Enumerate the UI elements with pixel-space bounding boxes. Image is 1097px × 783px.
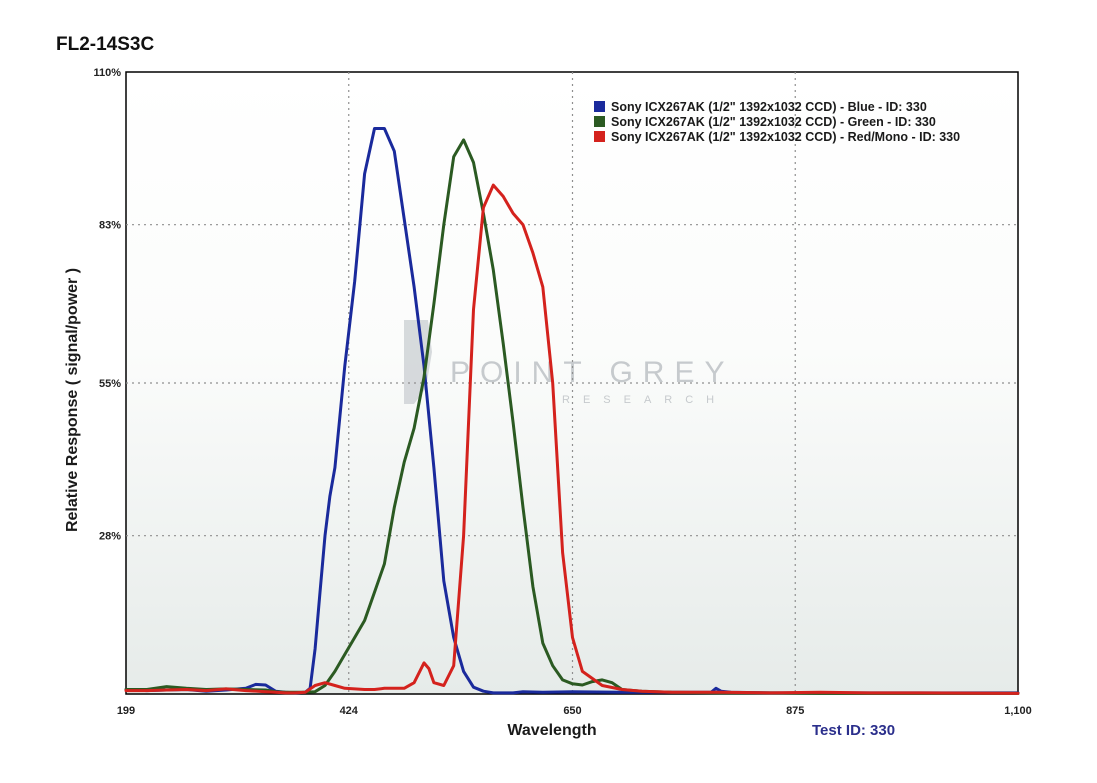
x-tick-label: 875 (786, 705, 804, 717)
legend-swatch (594, 131, 605, 142)
series-line-2 (124, 183, 1020, 695)
legend: Sony ICX267AK (1/2" 1392x1032 CCD) - Blu… (594, 100, 960, 144)
y-tick-label: 28% (99, 531, 121, 543)
watermark-main: POINT GREY (450, 356, 734, 389)
tick-labels: 199 424 650 875 1,100 28% 55% 83% 110% (93, 67, 1031, 717)
x-tick-label: 650 (563, 705, 581, 717)
legend-swatch (594, 101, 605, 112)
y-tick-label: 83% (99, 220, 121, 232)
x-tick-label: 199 (117, 705, 135, 717)
x-tick-label: 1,100 (1004, 705, 1032, 717)
watermark-sub: RESEARCH (562, 394, 727, 406)
series-lines (124, 127, 1020, 695)
page-title: FL2-14S3C (56, 34, 155, 55)
point-grey-watermark: POINT GREY RESEARCH (404, 320, 734, 406)
legend-label: Sony ICX267AK (1/2" 1392x1032 CCD) - Gre… (611, 115, 936, 129)
y-axis-title: Relative Response ( signal/power ) (64, 268, 81, 532)
legend-swatch (594, 116, 605, 127)
y-tick-label: 55% (99, 378, 121, 390)
y-tick-label: 110% (93, 67, 121, 79)
x-tick-label: 424 (340, 705, 359, 717)
test-id-label: Test ID: 330 (812, 722, 895, 739)
legend-label: Sony ICX267AK (1/2" 1392x1032 CCD) - Blu… (611, 100, 927, 114)
legend-label: Sony ICX267AK (1/2" 1392x1032 CCD) - Red… (611, 130, 960, 144)
x-axis-title: Wavelength (507, 722, 596, 739)
grid (126, 72, 1018, 694)
